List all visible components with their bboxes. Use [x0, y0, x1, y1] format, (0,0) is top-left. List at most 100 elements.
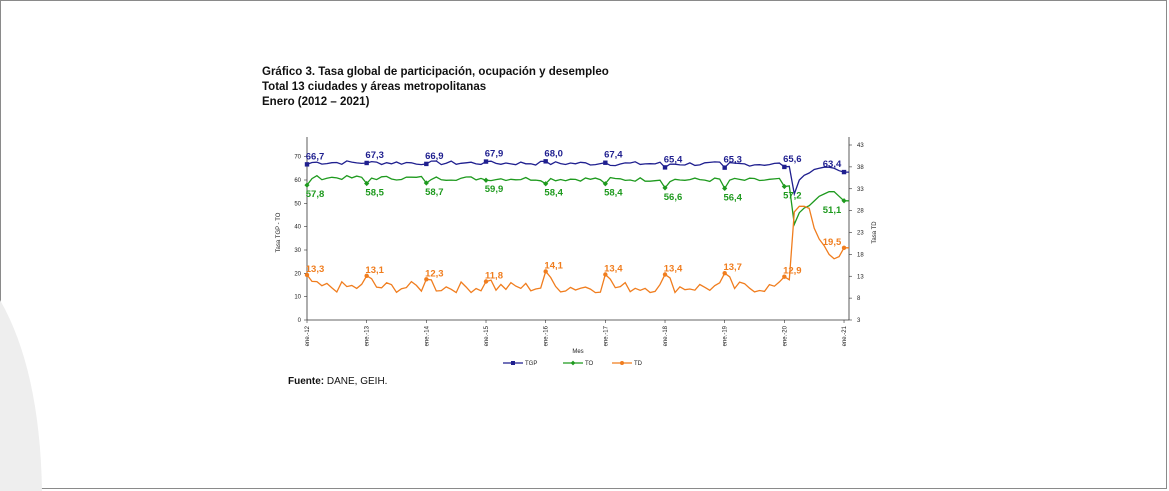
data-point-to	[841, 198, 847, 204]
x-tick-label: ene.-20	[782, 325, 788, 346]
data-point-to	[364, 180, 370, 187]
data-point-td	[304, 272, 310, 278]
x-tick-label: ene.-15	[484, 325, 490, 346]
data-label-to: 58,4	[604, 188, 623, 199]
data-point-td	[543, 269, 548, 274]
data-label-tgp: 66,7	[306, 151, 325, 162]
legend-label-td: TD	[634, 361, 643, 367]
y-left-tick-label: 60	[294, 178, 301, 184]
data-label-td: 13,3	[306, 264, 325, 275]
data-point-to	[543, 181, 549, 187]
chart-title-line-1: Gráfico 3. Tasa global de participación,…	[262, 66, 609, 78]
data-point-tgp	[603, 160, 608, 165]
y-left-tick-label: 70	[294, 155, 301, 161]
data-label-to: 58,7	[425, 187, 444, 198]
legend-label-to: TO	[585, 361, 594, 367]
data-label-to: 56,6	[664, 192, 683, 203]
legend-marker-td	[620, 361, 624, 365]
y-left-tick-label: 0	[298, 318, 302, 324]
data-point-td	[722, 270, 727, 276]
data-point-tgp	[483, 159, 489, 164]
data-point-td	[603, 272, 608, 277]
chart-title-block: Gráfico 3. Tasa global de participación,…	[262, 65, 609, 110]
y-left-tick-label: 20	[294, 271, 301, 277]
data-label-tgp: 65,4	[664, 154, 683, 165]
y-left-tick-label: 40	[294, 225, 301, 231]
data-point-tgp	[782, 164, 787, 170]
x-tick-label: ene.-19	[723, 325, 729, 346]
data-point-tgp	[841, 169, 847, 175]
data-point-to	[483, 177, 489, 183]
data-label-to: 58,4	[544, 188, 563, 199]
series-line-tgp	[306, 160, 849, 197]
data-point-td	[424, 277, 429, 282]
data-point-tgp	[424, 161, 429, 167]
data-label-tgp: 66,9	[425, 151, 444, 162]
source-note: Fuente: DANE, GEIH.	[288, 376, 387, 387]
x-tick-label: ene.-14	[424, 325, 430, 346]
source-label: Fuente:	[288, 376, 325, 387]
data-label-to: 58,5	[365, 188, 384, 199]
data-label-td: 13,1	[365, 265, 384, 276]
data-label-td: 12,3	[425, 268, 444, 279]
x-tick-label: ene.-13	[365, 325, 371, 346]
y-right-tick-label: 3	[857, 318, 861, 324]
y-right-tick-label: 8	[857, 296, 861, 302]
data-point-to	[304, 182, 310, 188]
y-right-tick-label: 28	[857, 209, 864, 215]
data-label-tgp: 63,4	[823, 159, 842, 170]
data-label-to: 59,9	[485, 184, 504, 195]
chart-title-line-2: Total 13 ciudades y áreas metropolitanas	[262, 81, 487, 93]
chart-series	[304, 159, 849, 294]
series-line-td	[306, 205, 849, 294]
legend-label-tgp: TGP	[525, 361, 537, 367]
data-point-to	[722, 185, 728, 191]
y-right-tick-label: 43	[857, 143, 864, 149]
data-point-td	[841, 245, 847, 251]
data-label-td: 14,1	[544, 260, 563, 271]
y-right-tick-label: 23	[857, 231, 864, 237]
y-left-axis-title: Tasa TGP - TO	[276, 212, 282, 252]
y-left-tick-label: 10	[294, 295, 301, 301]
x-tick-label: ene.-12	[305, 325, 311, 346]
x-tick-label: ene.-18	[663, 325, 669, 346]
data-point-td	[483, 279, 489, 284]
data-label-tgp: 65,3	[723, 155, 742, 166]
data-label-td: 13,4	[604, 264, 623, 275]
data-label-tgp: 67,3	[365, 150, 384, 161]
data-point-tgp	[662, 165, 668, 170]
data-point-tgp	[364, 160, 369, 166]
data-point-tgp	[722, 165, 727, 170]
legend-marker-tgp	[511, 361, 515, 365]
source-text: DANE, GEIH.	[324, 376, 388, 387]
data-label-tgp: 65,6	[783, 154, 802, 165]
y-right-axis-title: Tasa TD	[872, 221, 878, 244]
data-point-td	[364, 273, 369, 279]
y-left-tick-label: 30	[294, 248, 301, 254]
x-tick-label: ene.-17	[603, 325, 609, 346]
data-label-td: 19,5	[823, 237, 842, 248]
y-right-tick-label: 18	[857, 252, 864, 258]
data-label-td: 13,4	[664, 264, 683, 275]
chart-legend: TGP TO TD	[503, 360, 643, 367]
data-point-td	[782, 274, 787, 279]
x-axis-title: Mes	[572, 349, 583, 355]
data-point-to	[781, 183, 787, 190]
data-label-to: 57,2	[783, 191, 802, 202]
data-point-to	[423, 180, 429, 186]
data-label-td: 11,8	[485, 271, 503, 282]
y-right-tick-label: 33	[857, 187, 864, 193]
data-point-to	[662, 185, 668, 191]
data-label-to: 51,1	[823, 205, 842, 216]
x-tick-label: ene.-21	[842, 325, 848, 346]
data-label-tgp: 67,9	[485, 149, 504, 160]
data-label-tgp: 67,4	[604, 150, 623, 161]
data-label-td: 12,9	[783, 266, 802, 277]
data-label-to: 56,4	[723, 192, 742, 203]
legend-marker-to	[570, 360, 576, 366]
series-line-to	[306, 174, 849, 227]
data-label-to: 57,8	[306, 189, 325, 200]
